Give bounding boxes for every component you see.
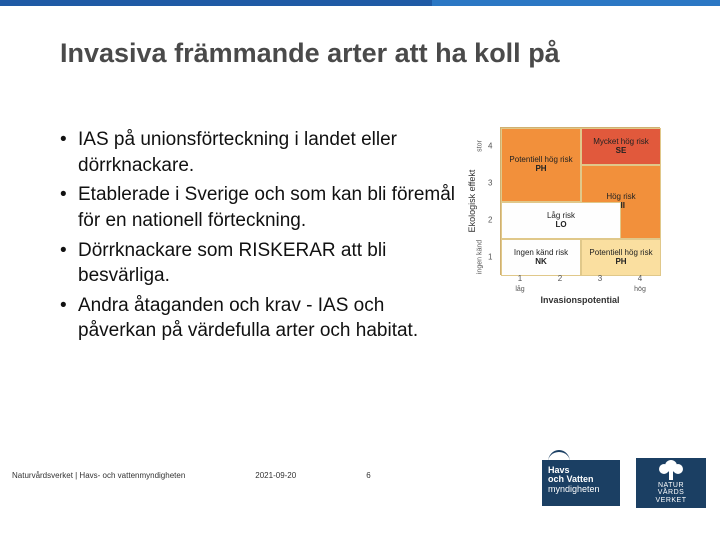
naturvardsverket-logo: NATUR VÅRDS VERKET [636, 458, 706, 508]
x-tick: 4 [638, 274, 642, 283]
x-tick: 1 [518, 274, 522, 283]
footer: Naturvårdsverket | Havs- och vattenmyndi… [12, 471, 371, 480]
risk-cell: Mycket hög riskSE [581, 128, 661, 165]
x-cat: låg [515, 286, 524, 293]
list-item: IAS på unionsförteckning i landet eller … [60, 127, 464, 178]
risk-cell: Potentiell hög riskPH [581, 239, 661, 276]
list-item: Etablerade i Sverige och som kan bli för… [60, 182, 464, 233]
list-item: Andra åtaganden och krav - IAS och påver… [60, 293, 464, 344]
hav-logo: Havs och Vatten myndigheten [542, 460, 620, 506]
bullet-list: IAS på unionsförteckning i landet eller … [60, 127, 464, 348]
risk-cell: Låg riskLO [501, 202, 621, 239]
risk-cell: Potentiell hög riskPH [501, 128, 581, 202]
x-tick: 2 [558, 274, 562, 283]
risk-cell: Ingen känd riskNK [501, 239, 581, 276]
tree-icon [656, 460, 686, 482]
y-axis-label: Ekologisk effekt [467, 170, 477, 233]
accent-stripe [0, 0, 720, 6]
y-cat: ingen känd [477, 239, 484, 273]
y-tick: 1 [488, 252, 492, 261]
x-tick: 3 [598, 274, 602, 283]
footer-page: 6 [366, 471, 370, 480]
y-tick: 3 [488, 178, 492, 187]
y-cat: stor [477, 140, 484, 152]
nv-logo-text: NATUR VÅRDS VERKET [636, 482, 706, 504]
risk-matrix-chart: Potentiell hög riskPHMycket hög riskSEHö… [472, 127, 660, 305]
page-title: Invasiva främmande arter att ha koll på [60, 38, 660, 69]
hav-logo-line: myndigheten [548, 485, 614, 494]
footer-org: Naturvårdsverket | Havs- och vattenmyndi… [12, 471, 185, 480]
list-item: Dörrknackare som RISKERAR att bli besvär… [60, 238, 464, 289]
x-cat: hög [634, 286, 646, 293]
footer-date: 2021-09-20 [255, 471, 296, 480]
chart-area: Potentiell hög riskPHMycket hög riskSEHö… [500, 127, 660, 275]
y-tick: 2 [488, 215, 492, 224]
x-axis-label: Invasionspotential [540, 295, 619, 305]
y-tick: 4 [488, 141, 492, 150]
